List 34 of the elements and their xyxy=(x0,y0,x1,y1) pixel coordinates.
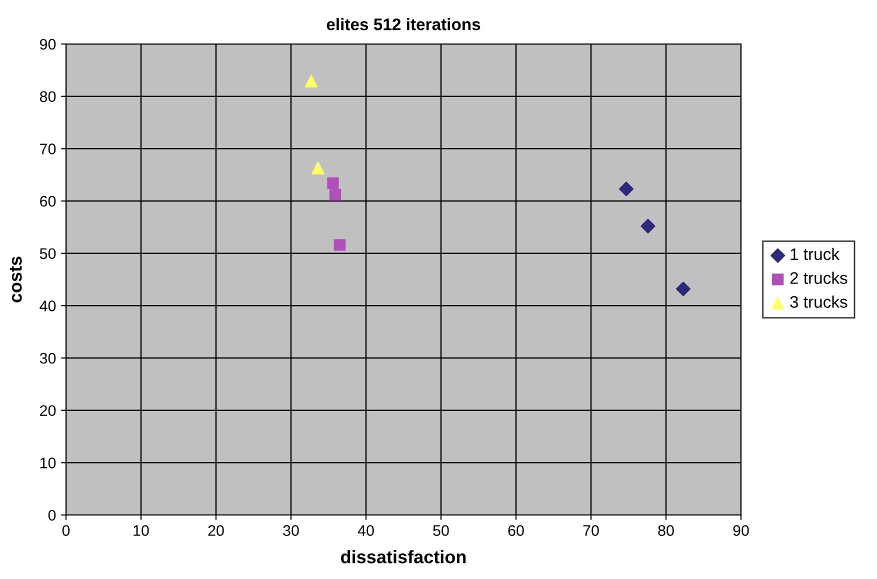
y-tick-label: 20 xyxy=(40,405,56,416)
y-tick-label: 50 xyxy=(40,248,56,260)
y-tick-label: 0 xyxy=(48,510,56,521)
point xyxy=(640,218,656,234)
point xyxy=(618,182,634,196)
x-tick-label: 0 xyxy=(62,525,70,536)
x-tick-label: 90 xyxy=(733,525,749,536)
y-tick-label: 30 xyxy=(40,352,56,364)
y-tick-label: 40 xyxy=(40,300,56,312)
point xyxy=(334,239,346,251)
x-tick-label: 60 xyxy=(508,525,524,536)
x-tick-label: 40 xyxy=(358,525,374,536)
x-tick-label: 80 xyxy=(658,525,674,536)
point xyxy=(676,282,691,296)
y-axis-title: costs xyxy=(10,256,22,302)
legend-label: 2 trucks xyxy=(790,272,848,284)
legend-label: 3 trucks xyxy=(790,296,848,308)
y-tick-label: 90 xyxy=(40,38,56,50)
point xyxy=(329,188,342,201)
y-tick-label: 60 xyxy=(40,196,56,207)
x-tick-label: 10 xyxy=(134,525,149,536)
point xyxy=(327,177,339,190)
y-tick-label: 70 xyxy=(40,144,56,154)
y-tick-label: 80 xyxy=(40,91,56,102)
x-axis-title: dissatisfaction xyxy=(341,550,466,564)
x-tick-label: 70 xyxy=(583,525,599,536)
legend-label: 1 truck xyxy=(790,248,840,260)
point xyxy=(312,162,324,174)
x-tick-label: 20 xyxy=(208,525,224,536)
x-tick-label: 50 xyxy=(433,525,449,536)
x-tick-label: 30 xyxy=(283,525,299,536)
chart-title: elites 512 iterations xyxy=(326,18,480,30)
y-tick-label: 10 xyxy=(40,458,56,468)
point xyxy=(304,74,318,88)
